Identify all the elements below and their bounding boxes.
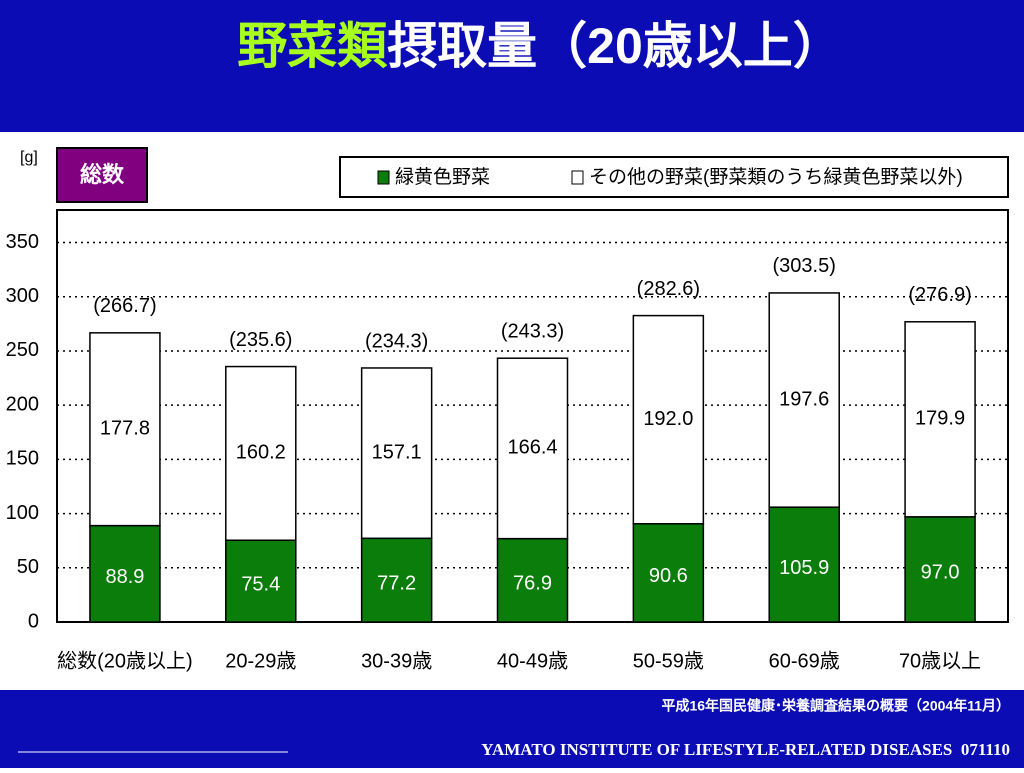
x-tick-label: 20-29歳 — [225, 649, 296, 672]
bar-segment — [360, 367, 433, 540]
value-label: 179.9 — [915, 408, 965, 430]
x-tick-label: 40-49歳 — [497, 649, 568, 672]
x-tick-label: 30-39歳 — [361, 649, 432, 672]
legend-marker — [377, 170, 390, 185]
bar-segment — [225, 539, 297, 623]
value-label: 166.4 — [507, 437, 557, 459]
x-tick-label: 70歳以上 — [899, 649, 981, 672]
bar-segment — [632, 314, 705, 525]
x-tick-label: 60-69歳 — [769, 649, 840, 672]
bar-segment — [89, 332, 161, 527]
legend-label: その他の野菜(野菜類のうち緑黄色野菜以外) — [589, 166, 963, 188]
title-highlight: 野菜類 — [237, 18, 388, 74]
bar-segment — [768, 292, 840, 508]
legend-label: 緑黄色野菜 — [395, 166, 490, 188]
value-label: 177.8 — [100, 418, 150, 440]
legend-marker — [571, 170, 584, 185]
bar-segment — [496, 537, 569, 623]
total-label: (282.6) — [637, 278, 700, 300]
bar-segment — [768, 506, 840, 623]
total-label: (235.6) — [229, 329, 292, 351]
value-label: 157.1 — [372, 441, 422, 463]
badge: 総数 — [80, 162, 125, 187]
bar-segment — [904, 321, 976, 518]
y-tick-label: 150 — [6, 448, 39, 470]
value-label: 90.6 — [649, 565, 688, 587]
y-tick-label: 100 — [6, 502, 39, 524]
value-label: 77.2 — [377, 572, 416, 594]
badge-box — [56, 147, 148, 203]
value-label: 75.4 — [241, 573, 280, 595]
y-tick-label: 200 — [6, 393, 39, 415]
total-label: (243.3) — [501, 320, 564, 342]
y-tick-label: 350 — [6, 231, 39, 253]
value-label: 160.2 — [236, 442, 286, 464]
total-label: (276.9) — [908, 284, 971, 306]
x-tick-label: 総数(20歳以上) — [57, 649, 193, 672]
total-label: (234.3) — [365, 330, 428, 352]
title: 野菜類摂取量（20歳以上） — [237, 18, 843, 74]
total-label: (266.7) — [93, 295, 156, 317]
y-tick-label: 250 — [6, 339, 39, 361]
value-label: 192.0 — [643, 408, 693, 430]
value-label: 76.9 — [513, 573, 552, 595]
title-rest: 摂取量（20歳以上） — [387, 18, 843, 74]
bar-segment — [496, 357, 569, 540]
bar-segment — [89, 524, 161, 623]
bar-segment — [904, 516, 976, 623]
value-label: 97.0 — [921, 562, 960, 584]
institute: YAMATO INSTITUTE OF LIFESTYLE-RELATED DI… — [481, 740, 1010, 759]
bar-segment — [225, 365, 297, 542]
y-tick-label: 0 — [28, 610, 39, 632]
bar-segment — [360, 537, 433, 623]
legend-box — [339, 156, 1009, 198]
value-label: 105.9 — [779, 557, 829, 579]
source: 平成16年国民健康･栄養調査結果の概要（2004年11月） — [661, 698, 1010, 714]
value-label: 88.9 — [105, 566, 144, 588]
y-tick-label: 300 — [6, 285, 39, 307]
x-tick-label: 50-59歳 — [633, 649, 704, 672]
y-tick-label: 50 — [17, 556, 39, 578]
y-unit: [g] — [20, 149, 38, 166]
total-label: (303.5) — [773, 255, 836, 277]
value-label: 197.6 — [779, 388, 829, 410]
